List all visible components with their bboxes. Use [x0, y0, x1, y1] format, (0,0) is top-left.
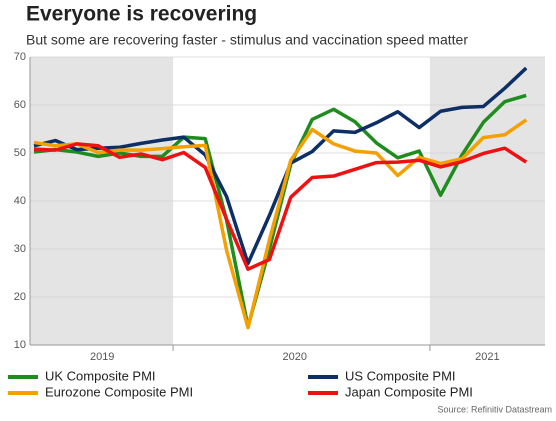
x-tick-label: 2019 [90, 351, 114, 363]
y-tick-label: 60 [14, 99, 26, 111]
y-tick-label: 30 [14, 243, 26, 255]
y-tick-label: 50 [14, 147, 26, 159]
legend-label: Eurozone Composite PMI [45, 384, 193, 399]
x-tick-label: 2020 [283, 351, 307, 363]
x-tick-label: 2021 [475, 351, 499, 363]
legend-label: US Composite PMI [345, 368, 456, 383]
y-tick-label: 10 [14, 339, 26, 351]
series-line [33, 142, 528, 271]
chart-title: Everyone is recovering [26, 3, 257, 26]
source: Source: Refinitiv Datastream [437, 404, 552, 414]
legend-label: Japan Composite PMI [345, 384, 473, 399]
series-line [33, 66, 528, 266]
y-tick-label: 20 [14, 291, 26, 303]
series-line [33, 118, 528, 330]
legend-label: UK Composite PMI [45, 368, 156, 383]
y-tick-label: 40 [14, 195, 26, 207]
chart-subtitle: But some are recovering faster - stimulu… [26, 32, 468, 48]
y-tick-label: 70 [14, 51, 26, 63]
